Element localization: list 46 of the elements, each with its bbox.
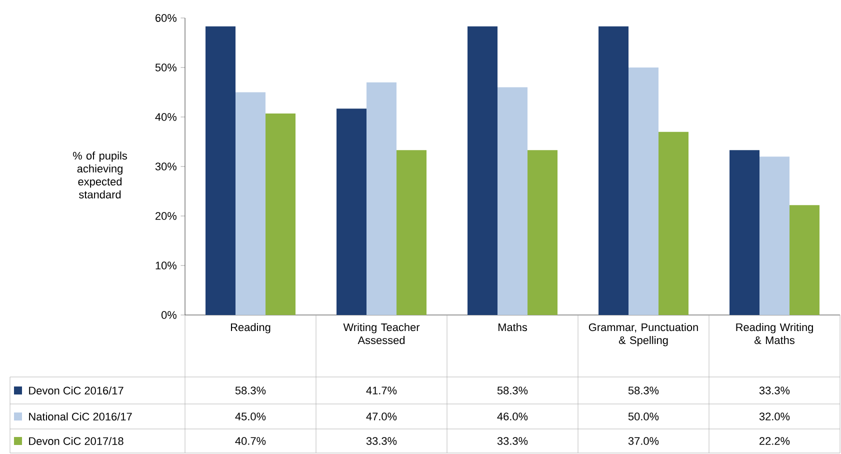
bar — [528, 150, 558, 315]
bar — [598, 26, 629, 315]
data-label: 58.3% — [235, 386, 266, 394]
data-label: 47.0% — [366, 412, 397, 420]
data-label: 40.7% — [235, 437, 266, 445]
y-tick-label: 20% — [156, 212, 176, 220]
y-tick-label: 10% — [156, 262, 176, 270]
legend-label: Devon CiC 2016/17 — [29, 386, 124, 395]
bar — [396, 150, 427, 315]
bar — [658, 132, 689, 315]
y-tick-label: 0% — [161, 311, 177, 319]
x-tick-label: Reading Writing & Maths — [736, 323, 813, 344]
y-tick-label: 30% — [155, 162, 176, 170]
x-tick-label: Reading — [231, 323, 270, 334]
bar — [730, 150, 760, 315]
bar — [266, 114, 296, 315]
data-label: 46.0% — [497, 412, 528, 420]
bar — [628, 67, 659, 315]
bar — [468, 26, 498, 315]
x-tick-label: Writing Teacher Assessed — [343, 323, 420, 344]
x-tick-label: Grammar, Punctuation & Spelling — [588, 323, 698, 346]
bar — [336, 108, 367, 315]
data-label: 41.7% — [366, 386, 397, 394]
data-label: 32.0% — [759, 412, 790, 420]
data-label: 33.3% — [497, 437, 528, 445]
legend-label: Devon CiC 2017/18 — [29, 436, 124, 446]
bar — [498, 87, 528, 315]
bar — [366, 82, 397, 315]
y-tick-label: 50% — [155, 64, 176, 72]
data-label: 58.3% — [628, 386, 659, 394]
y-axis-title: % of pupils achieving expected standard — [72, 152, 127, 198]
y-tick-label: 60% — [156, 14, 176, 22]
bar — [760, 156, 790, 315]
data-label: 50.0% — [628, 412, 659, 420]
bar — [206, 26, 236, 315]
bar — [236, 92, 266, 315]
x-tick-label: Maths — [498, 323, 528, 332]
data-label: 37.0% — [628, 437, 659, 445]
data-label: 58.3% — [497, 386, 528, 394]
y-tick-label: 40% — [155, 113, 176, 121]
data-label: 22.2% — [760, 437, 790, 445]
legend-label: National CiC 2016/17 — [29, 412, 132, 421]
data-label: 33.3% — [759, 386, 790, 394]
data-label: 33.3% — [366, 437, 397, 445]
bar — [790, 205, 820, 315]
data-label: 45.0% — [235, 412, 266, 420]
